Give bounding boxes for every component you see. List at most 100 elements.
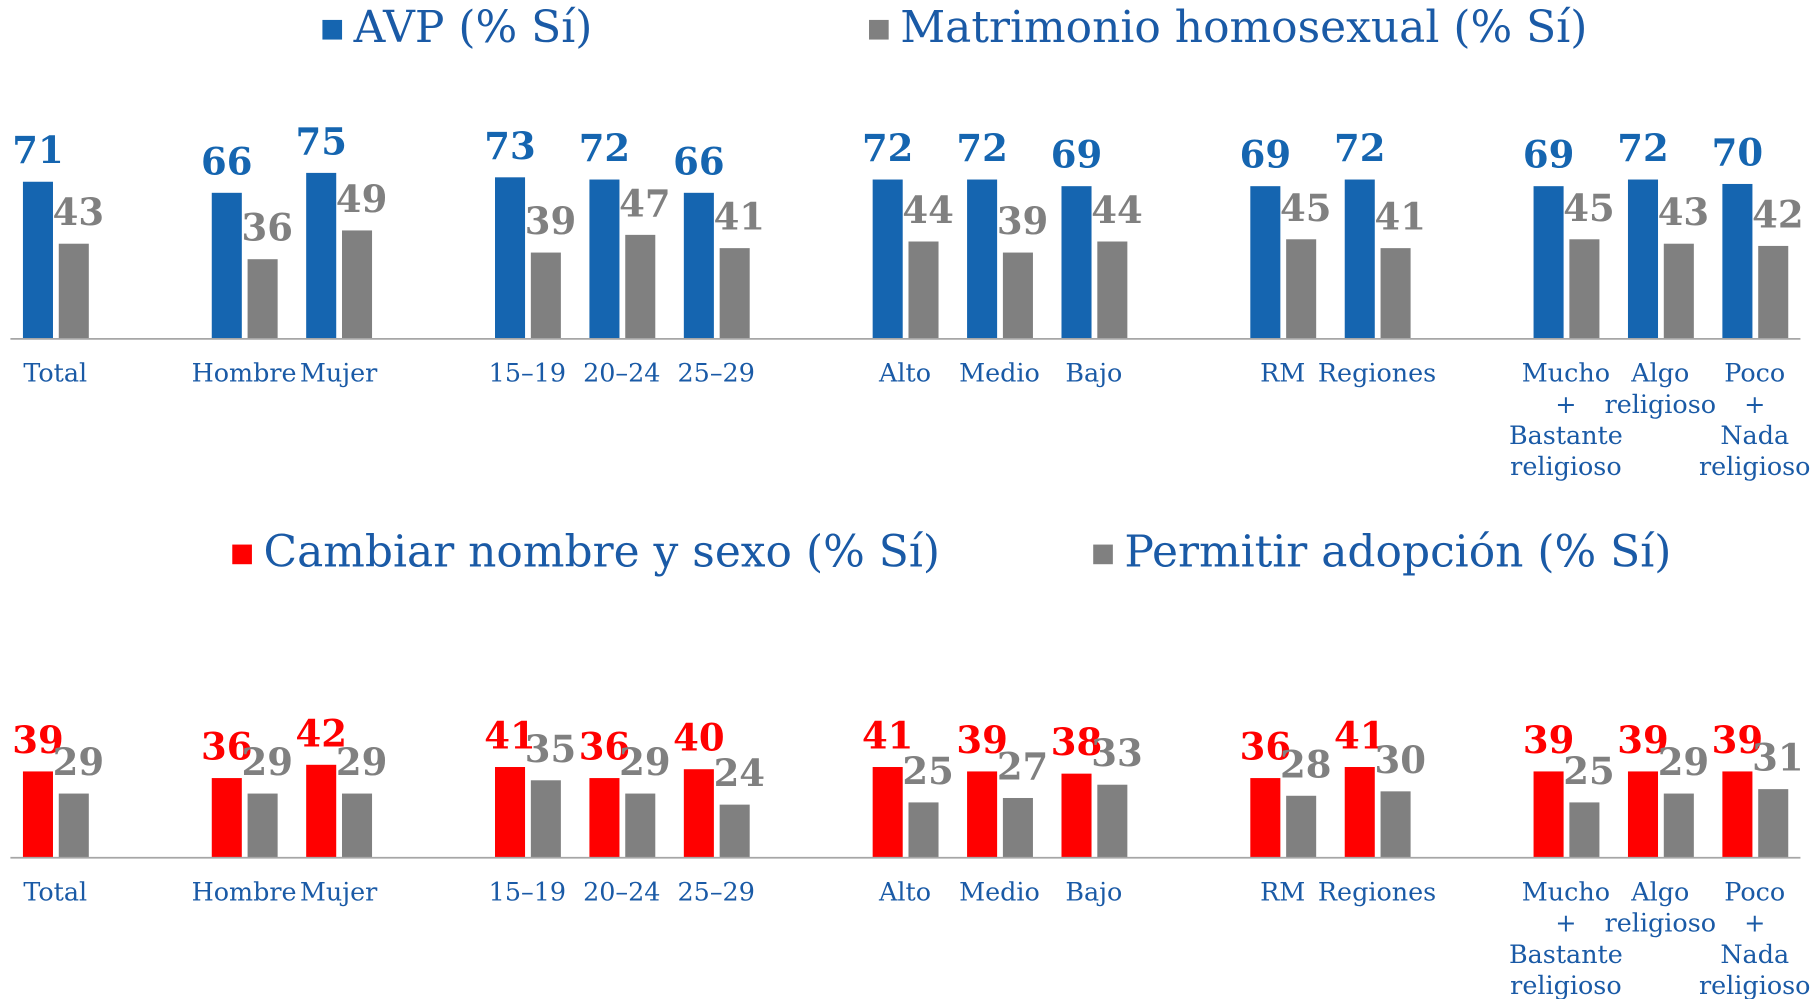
value-label: 40 (673, 716, 724, 760)
bar (625, 234, 656, 339)
value-label: 39 (525, 199, 576, 243)
bar (1627, 771, 1659, 858)
value-label: 49 (336, 177, 387, 221)
value-label: 36 (242, 206, 293, 250)
value-label: 71 (12, 128, 63, 172)
bar (58, 243, 89, 339)
x-tick-label: Mujer (300, 876, 378, 906)
value-label: 72 (862, 126, 913, 170)
x-tick-label: RM (1260, 358, 1305, 388)
bar (211, 778, 242, 858)
value-label: 69 (1051, 133, 1102, 177)
bar (1380, 248, 1411, 339)
value-label: 39 (956, 718, 1007, 762)
value-label: 42 (295, 711, 346, 755)
value-label: 70 (1712, 130, 1763, 174)
value-label: 43 (1658, 190, 1709, 234)
value-label: 36 (201, 725, 252, 769)
bar (872, 179, 903, 339)
x-tick-label: Medio (959, 358, 1040, 388)
value-label: 29 (242, 740, 293, 784)
bar (306, 172, 337, 339)
legend-label: Permitir adopción (% Sí) (1124, 526, 1671, 577)
legend-label: AVP (% Sí) (353, 2, 593, 53)
value-label: 29 (1658, 740, 1709, 784)
value-label: 45 (1563, 186, 1614, 230)
value-label: 69 (1523, 133, 1574, 177)
x-tick-label: Alto (878, 358, 931, 388)
bar (1627, 179, 1659, 339)
value-label: 28 (1280, 742, 1331, 786)
value-label: 39 (997, 199, 1048, 243)
x-tick-label: Regiones (1318, 876, 1436, 906)
value-label: 33 (1091, 731, 1142, 775)
value-label: 27 (997, 744, 1048, 788)
value-label: 44 (1091, 188, 1142, 232)
legend-swatch (1093, 544, 1113, 565)
bar (967, 179, 998, 339)
bar (1286, 239, 1317, 339)
bar (211, 192, 242, 339)
legend-label: Cambiar nombre y sexo (% Sí) (263, 526, 940, 577)
bar (247, 259, 278, 339)
bar (495, 177, 526, 339)
x-tick-label: Hombre (192, 876, 297, 906)
bar (1533, 771, 1564, 858)
x-tick-label: Mucho + Bastante religioso (1509, 876, 1623, 999)
x-tick-label: Regiones (1318, 358, 1436, 388)
value-label: 38 (1051, 720, 1102, 764)
value-label: 42 (1752, 192, 1803, 236)
legend-swatch (232, 544, 252, 565)
value-label: 44 (902, 188, 953, 232)
bar (967, 771, 998, 858)
x-tick-label: 20–24 (583, 358, 660, 388)
bar (1569, 802, 1600, 858)
bar (719, 804, 750, 858)
bar (683, 192, 714, 339)
legend-swatch (869, 19, 889, 40)
x-tick-label: Total (23, 358, 87, 388)
x-tick-label: Algo religioso (1605, 876, 1716, 937)
bar (342, 793, 373, 858)
bar (1758, 789, 1789, 858)
bar (1250, 186, 1281, 339)
value-label: 41 (714, 195, 765, 239)
value-label: 41 (862, 714, 913, 758)
bar (719, 248, 750, 339)
value-label: 39 (1712, 718, 1763, 762)
x-tick-label: Bajo (1065, 358, 1122, 388)
value-label: 36 (579, 725, 630, 769)
value-label: 30 (1374, 738, 1425, 782)
bar (1002, 797, 1033, 858)
bar (1533, 186, 1564, 339)
x-tick-label: Total (23, 876, 87, 906)
value-label: 75 (295, 119, 346, 163)
bar (908, 241, 939, 339)
bar (1569, 239, 1600, 339)
bar (1380, 791, 1411, 858)
bar (1663, 793, 1694, 858)
bar (22, 771, 53, 858)
bar (1758, 245, 1789, 339)
bar (1002, 252, 1033, 339)
value-label: 29 (53, 740, 104, 784)
x-tick-label: Algo religioso (1605, 358, 1716, 419)
value-label: 24 (714, 751, 765, 795)
bar (306, 764, 337, 858)
bar (495, 767, 526, 858)
x-tick-label: Mucho + Bastante religioso (1509, 358, 1623, 482)
x-tick-label: Alto (878, 876, 931, 906)
value-label: 39 (1617, 718, 1668, 762)
bar (530, 780, 561, 858)
bar (625, 793, 656, 858)
value-label: 39 (1523, 718, 1574, 762)
value-label: 66 (673, 139, 724, 183)
x-tick-label: 25–29 (678, 358, 755, 388)
bar (1344, 179, 1375, 339)
value-label: 45 (1280, 186, 1331, 230)
value-label: 66 (201, 139, 252, 183)
value-label: 69 (1240, 133, 1291, 177)
bar (1061, 773, 1092, 858)
bar (589, 778, 620, 858)
